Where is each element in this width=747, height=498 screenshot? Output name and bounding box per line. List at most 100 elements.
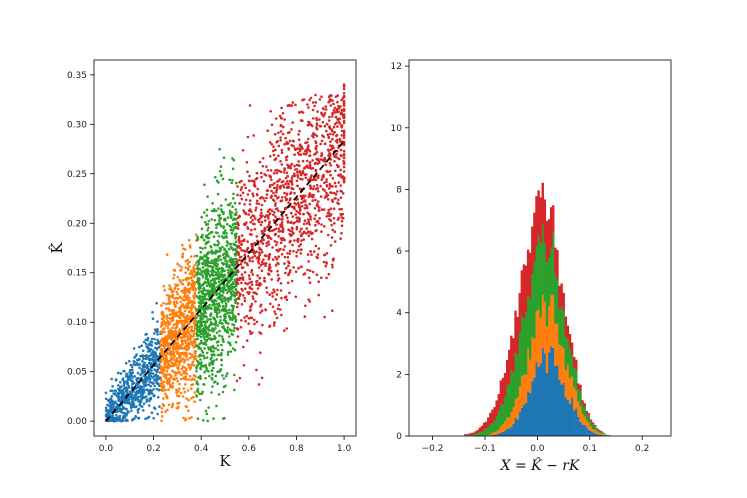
scatter-point	[226, 326, 230, 329]
scatter-point	[295, 220, 299, 223]
scatter-point	[170, 294, 174, 298]
scatter-point	[342, 121, 346, 125]
scatter-point	[195, 316, 198, 319]
scatter-point	[216, 344, 220, 347]
histogram-series-2	[482, 295, 607, 436]
histogram-bar	[596, 433, 599, 436]
histogram-bar	[575, 359, 578, 371]
scatter-point	[229, 260, 232, 264]
scatter-point	[110, 407, 113, 410]
scatter-point	[240, 273, 244, 276]
scatter-point	[184, 304, 188, 308]
scatter-point	[285, 140, 289, 144]
scatter-point	[273, 290, 276, 294]
scatter-point	[247, 254, 250, 258]
scatter-point	[186, 328, 190, 331]
scatter-point	[312, 132, 315, 136]
scatter-point	[243, 203, 246, 206]
scatter-point	[219, 288, 222, 292]
scatter-point	[141, 349, 145, 353]
scatter-point	[153, 384, 156, 388]
scatter-point	[292, 250, 295, 253]
histogram-bar	[547, 219, 551, 258]
histogram-bar	[491, 409, 494, 424]
scatter-point	[187, 314, 190, 318]
scatter-point	[199, 398, 202, 402]
histogram-bar	[539, 243, 542, 318]
scatter-point	[297, 211, 301, 214]
scatter-point	[340, 154, 343, 158]
scatter-point	[328, 152, 332, 156]
scatter-point	[249, 221, 252, 224]
scatter-point	[342, 161, 346, 165]
histogram-bar	[547, 257, 551, 307]
scatter-point	[179, 343, 183, 347]
scatter-point	[225, 232, 228, 235]
histogram-bar	[505, 359, 509, 386]
scatter-point	[162, 385, 166, 389]
scatter-point	[212, 274, 215, 277]
histogram-series-4	[464, 182, 603, 436]
scatter-point	[175, 350, 178, 354]
scatter-point	[230, 329, 233, 333]
scatter-point	[300, 197, 304, 201]
scatter-point	[236, 216, 240, 220]
scatter-point	[329, 104, 333, 107]
scatter-point	[198, 342, 202, 346]
scatter-point	[104, 397, 108, 401]
scatter-point	[282, 237, 285, 240]
scatter-point	[170, 338, 173, 342]
scatter-point	[322, 260, 326, 264]
scatter-point	[181, 335, 185, 339]
scatter-point	[279, 170, 283, 173]
scatter-point	[206, 318, 210, 322]
scatter-point	[240, 266, 244, 270]
scatter-point	[307, 298, 311, 301]
histogram-bar	[552, 295, 555, 348]
scatter-point	[231, 157, 234, 160]
scatter-point	[245, 161, 249, 164]
scatter-point	[221, 245, 224, 249]
scatter-point	[334, 111, 337, 114]
scatter-point	[339, 237, 342, 240]
histogram-bar	[503, 421, 507, 431]
scatter-point	[263, 226, 267, 230]
scatter-point	[216, 348, 220, 352]
scatter-point	[292, 140, 296, 143]
histogram-x-label: X = K̂ − rK	[500, 456, 581, 474]
scatter-point	[117, 398, 121, 402]
scatter-point	[335, 156, 338, 159]
scatter-point	[342, 114, 346, 118]
scatter-point	[163, 330, 166, 334]
scatter-point	[275, 258, 279, 261]
scatter-point	[277, 230, 281, 233]
scatter-point	[246, 291, 249, 294]
scatter-point	[217, 280, 221, 284]
scatter-point	[277, 227, 281, 231]
scatter-point	[342, 95, 346, 99]
scatter-point	[310, 178, 314, 181]
scatter-point	[205, 369, 208, 372]
scatter-point	[323, 124, 327, 128]
scatter-point	[153, 337, 156, 341]
histogram-bars	[464, 182, 612, 436]
scatter-point	[207, 292, 211, 296]
scatter-point	[337, 198, 340, 202]
scatter-point	[176, 321, 179, 324]
scatter-point	[279, 199, 283, 203]
scatter-point	[342, 129, 346, 133]
histogram-bar	[537, 366, 540, 436]
scatter-point	[200, 324, 204, 328]
scatter-point	[257, 266, 261, 269]
histogram-x-tick-label: −0.2	[422, 444, 444, 454]
scatter-point	[162, 366, 166, 369]
scatter-point	[316, 202, 319, 206]
scatter-point	[284, 271, 287, 275]
scatter-point	[159, 376, 162, 380]
histogram-bar	[585, 427, 588, 436]
histogram-bar	[593, 426, 597, 430]
scatter-point	[336, 138, 339, 142]
scatter-point	[327, 101, 330, 104]
scatter-point	[158, 388, 161, 392]
scatter-point	[283, 329, 286, 332]
